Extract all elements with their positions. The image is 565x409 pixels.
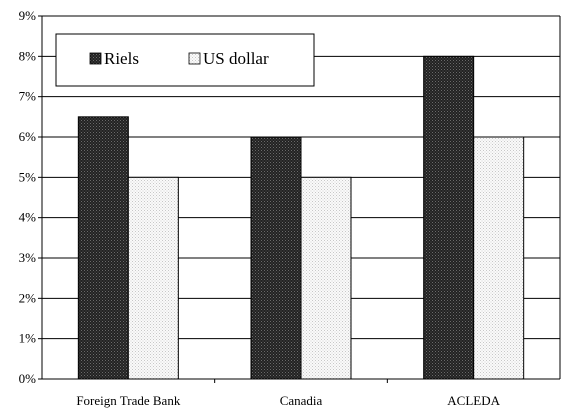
legend-swatch-us-dollar — [188, 52, 201, 65]
bar-us-dollar-foreign-trade-bank — [127, 176, 179, 380]
y-tick-label: 7% — [19, 89, 37, 104]
legend: Riels US dollar — [55, 33, 315, 87]
y-tick-label: 0% — [19, 371, 37, 386]
bars — [77, 55, 525, 380]
legend-label-us-dollar: US dollar — [203, 49, 269, 68]
category-label: ACLEDA — [447, 393, 500, 408]
bar-riels-canadia — [250, 136, 302, 380]
legend-swatch-riels — [89, 52, 102, 65]
axes — [38, 15, 561, 383]
category-label: Canadia — [280, 393, 323, 408]
bar-us-dollar-canadia — [300, 176, 352, 380]
y-tick-label: 1% — [19, 331, 37, 346]
y-tick-label: 9% — [19, 8, 37, 23]
y-tick-label: 3% — [19, 250, 37, 265]
y-tick-label: 5% — [19, 169, 37, 184]
bar-riels-acleda — [423, 55, 475, 380]
category-labels: Foreign Trade Bank Canadia ACLEDA — [76, 393, 500, 408]
y-tick-label: 8% — [19, 48, 37, 63]
legend-label-riels: Riels — [104, 49, 139, 68]
bar-riels-foreign-trade-bank — [77, 116, 129, 380]
category-label: Foreign Trade Bank — [76, 393, 181, 408]
y-tick-label: 2% — [19, 290, 37, 305]
y-tick-label: 4% — [19, 210, 37, 225]
y-tick-label: 6% — [19, 129, 37, 144]
bar-us-dollar-acleda — [473, 136, 525, 380]
y-tick-labels: 0% 1% 2% 3% 4% 5% 6% 7% 8% 9% — [19, 8, 37, 386]
